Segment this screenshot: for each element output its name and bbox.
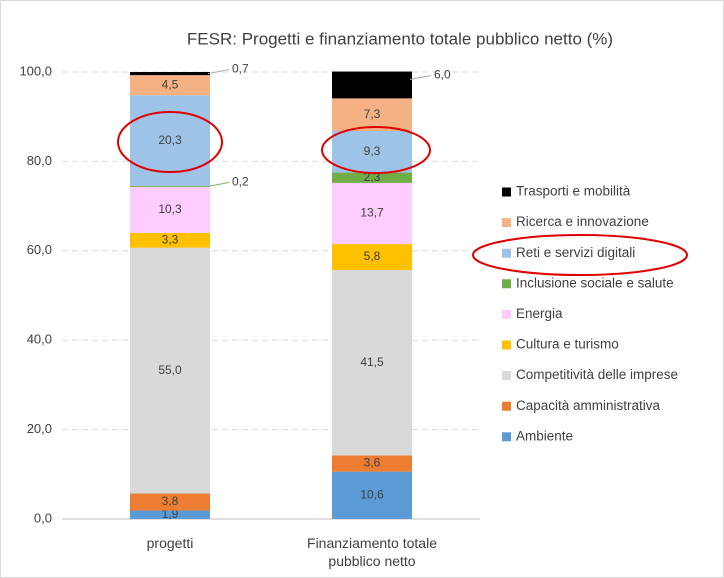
data-label: 6,0 <box>434 68 451 82</box>
bar-segment <box>332 455 412 472</box>
bar-segment <box>130 232 210 248</box>
leader-line <box>409 75 432 81</box>
data-label: 41,5 <box>360 355 384 369</box>
bar-segment <box>130 95 210 186</box>
bar-segment <box>332 270 412 456</box>
data-label: 3,3 <box>162 232 179 246</box>
bar-segment <box>130 510 210 519</box>
legend-label: Energia <box>516 306 563 321</box>
bar-segment <box>332 244 412 271</box>
bar-segment <box>332 172 412 183</box>
data-label: 5,8 <box>364 249 381 263</box>
y-tick-label: 80,0 <box>27 153 52 168</box>
legend-label: Ricerca e innovazione <box>516 214 649 229</box>
legend-swatch <box>502 371 511 381</box>
bar-segment <box>130 72 210 76</box>
bar-segment <box>130 185 210 187</box>
data-label: 10,3 <box>158 202 182 216</box>
bar-segment <box>332 131 412 173</box>
legend-label: Cultura e turismo <box>516 337 619 352</box>
leader-line <box>207 181 230 187</box>
legend-swatch <box>502 340 511 350</box>
x-tick-label: Finanziamento totale pubblico netto <box>307 535 437 569</box>
y-tick-label: 60,0 <box>27 242 52 257</box>
bar-segment <box>332 71 412 99</box>
legend-label: Ambiente <box>516 428 573 443</box>
legend-label: Capacità amministrativa <box>516 398 661 413</box>
legend-swatch <box>502 309 511 319</box>
legend-label: Competitività delle imprese <box>516 367 678 382</box>
data-label: 0,2 <box>232 175 249 189</box>
data-label: 20,3 <box>158 133 182 147</box>
data-label: 9,3 <box>364 144 381 158</box>
data-label: 10,6 <box>360 487 384 501</box>
leader-line <box>207 69 230 75</box>
bar-segment <box>130 493 210 511</box>
bar-segment <box>332 182 412 245</box>
legend-swatch <box>502 187 511 197</box>
bar-segment <box>130 75 210 96</box>
bar-segment <box>332 98 412 132</box>
y-tick-label: 20,0 <box>27 421 52 436</box>
data-label: 7,3 <box>364 107 381 121</box>
data-label: 3,8 <box>162 494 179 508</box>
y-tick-label: 40,0 <box>27 332 52 347</box>
legend-swatch <box>502 248 511 258</box>
legend-swatch <box>502 432 511 442</box>
legend-swatch <box>502 401 511 411</box>
highlight-ellipse <box>117 111 223 173</box>
data-label: 55,0 <box>158 363 182 377</box>
highlight-ellipse <box>472 234 688 276</box>
chart-title: FESR: Progetti e finanziamento totale pu… <box>187 29 613 48</box>
data-label: 4,5 <box>162 77 179 91</box>
legend-label: Trasporti e mobilità <box>516 184 631 199</box>
data-label: 0,7 <box>232 62 249 76</box>
y-tick-label: 100,0 <box>19 63 52 78</box>
legend-swatch <box>502 279 511 289</box>
legend-swatch <box>502 218 511 228</box>
y-tick-label: 0,0 <box>34 510 52 525</box>
bar-segment <box>332 471 412 519</box>
legend-label: Inclusione sociale e salute <box>516 275 674 290</box>
highlight-ellipse <box>321 126 431 174</box>
x-tick-label: progetti <box>146 535 194 551</box>
legend-label: Reti e servizi digitali <box>516 245 635 260</box>
bar-segment <box>130 186 210 233</box>
data-label: 13,7 <box>360 206 384 220</box>
bar-segment <box>130 247 210 494</box>
data-label: 3,6 <box>364 456 381 470</box>
